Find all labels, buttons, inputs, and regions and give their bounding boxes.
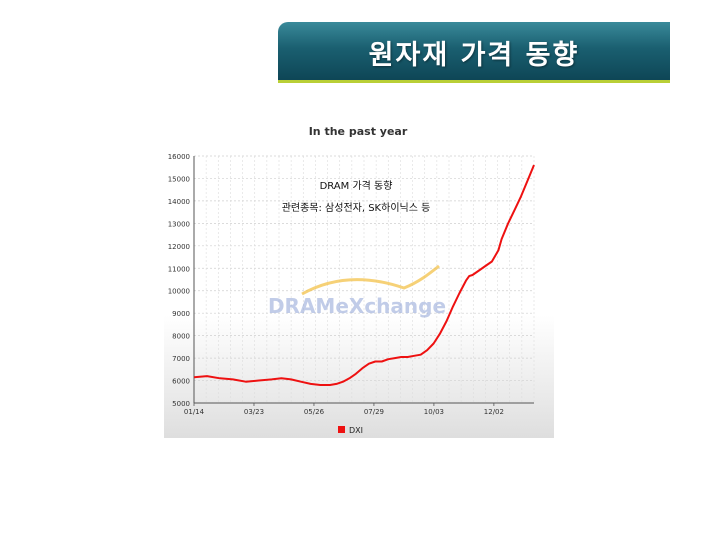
watermark-text: DRAMeXchange (268, 294, 446, 318)
y-tick-label: 13000 (168, 220, 190, 228)
chart-title: In the past year (309, 125, 408, 138)
x-tick-label: 01/14 (184, 408, 205, 416)
y-tick-label: 5000 (172, 400, 190, 408)
y-tick-label: 14000 (168, 198, 190, 206)
x-tick-label: 12/02 (484, 408, 504, 416)
annotation-title: DRAM 가격 동향 (320, 179, 393, 192)
title-banner: 원자재 가격 동향 (278, 22, 670, 83)
slide-title: 원자재 가격 동향 (368, 40, 580, 71)
dramexchange-watermark: DRAMeXchange (268, 264, 446, 318)
x-tick-label: 07/29 (364, 408, 384, 416)
x-tick-label: 03/23 (244, 408, 264, 416)
chart-panel: In the past year DRAMeXchange 5000 6000 70… (164, 116, 554, 438)
legend-swatch (338, 426, 345, 433)
legend: DXI (338, 426, 363, 435)
legend-label: DXI (349, 426, 363, 435)
grid-lines (193, 155, 535, 404)
y-tick-label: 15000 (168, 175, 190, 183)
series-line-dxi (193, 164, 535, 386)
y-tick-label: 11000 (168, 265, 190, 273)
y-tick-label: 9000 (172, 310, 190, 318)
y-tick-label: 16000 (168, 153, 190, 161)
series-group (193, 164, 535, 386)
y-tick-label: 6000 (172, 378, 190, 386)
y-tick-label: 10000 (168, 288, 190, 296)
annotation-subtitle: 관련종목: 삼성전자, SK하이닉스 등 (282, 201, 431, 214)
y-tick-labels: 5000 6000 7000 8000 9000 10000 11000 12000 13000… (168, 153, 190, 408)
y-tick-label: 7000 (172, 355, 190, 363)
dxi-line-chart: In the past year DRAMeXchange 5000 6000 70… (168, 125, 535, 435)
axes (193, 156, 534, 406)
x-tick-label: 10/03 (424, 408, 444, 416)
x-tick-label: 05/26 (304, 408, 325, 416)
x-tick-labels: 01/14 03/23 05/26 07/29 10/03 12/02 (184, 408, 504, 416)
y-tick-label: 8000 (172, 333, 190, 341)
y-tick-label: 12000 (168, 243, 190, 251)
watermark-swoosh (301, 264, 440, 296)
